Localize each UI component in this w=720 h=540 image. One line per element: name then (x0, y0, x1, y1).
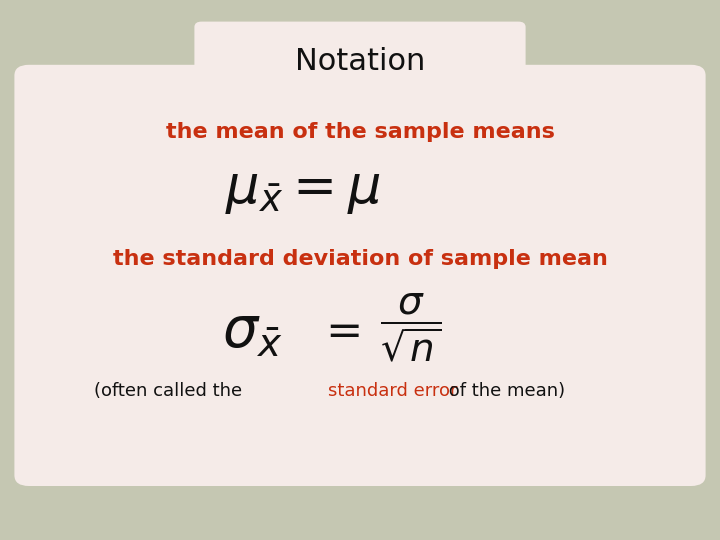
Text: the standard deviation of sample mean: the standard deviation of sample mean (112, 249, 608, 269)
Text: $\sigma_{\bar{x}}$: $\sigma_{\bar{x}}$ (222, 305, 282, 359)
Text: Notation: Notation (294, 47, 426, 76)
FancyBboxPatch shape (194, 22, 526, 103)
Text: standard error: standard error (328, 382, 457, 401)
Text: $\dfrac{\sigma}{\sqrt{n}}$: $\dfrac{\sigma}{\sqrt{n}}$ (380, 292, 441, 364)
Text: the mean of the sample means: the mean of the sample means (166, 122, 554, 143)
Text: $\mu_{\bar{x}} = \mu$: $\mu_{\bar{x}} = \mu$ (225, 164, 380, 216)
FancyBboxPatch shape (14, 65, 706, 486)
Text: of the mean): of the mean) (443, 382, 565, 401)
Text: (often called the: (often called the (94, 382, 248, 401)
Text: $=$: $=$ (317, 309, 360, 352)
